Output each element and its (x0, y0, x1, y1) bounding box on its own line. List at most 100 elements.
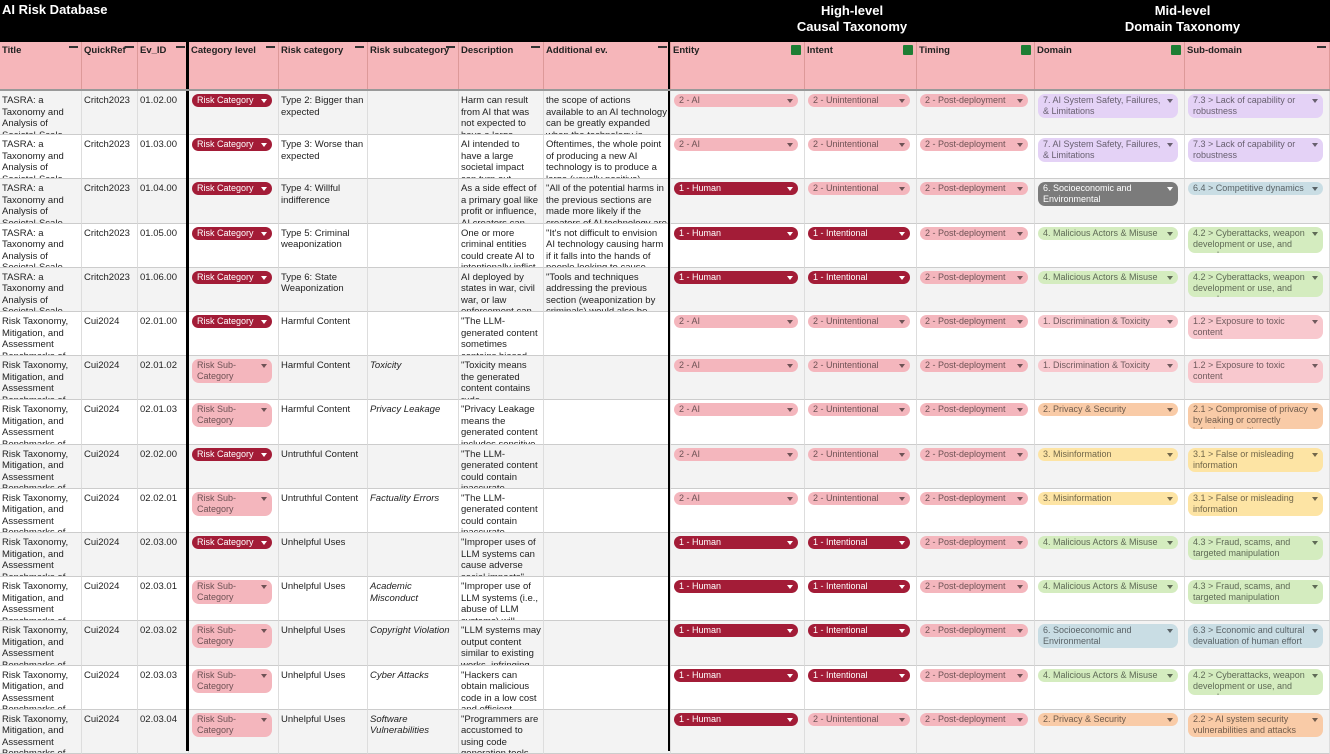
dropdown-chip[interactable]: Risk Sub-Category (192, 668, 272, 693)
dropdown-chip[interactable]: 2 - Unintentional (808, 403, 910, 417)
dropdown-chip[interactable]: 4.2 > Cyberattacks, weapon development o… (1188, 270, 1323, 297)
dropdown-chip[interactable]: 7.3 > Lack of capability or robustness (1188, 94, 1323, 118)
column-header[interactable]: Sub-domain (1185, 42, 1330, 89)
dropdown-chip[interactable]: 2 - Post-deployment (920, 94, 1028, 107)
column-header[interactable]: Entity (671, 42, 805, 89)
dropdown-chip[interactable]: 2 - AI (674, 403, 798, 417)
column-header[interactable]: Title (0, 42, 82, 89)
dropdown-chip[interactable]: 4. Malicious Actors & Misuse (1038, 270, 1178, 284)
dropdown-chip[interactable]: 3.1 > False or misleading information (1188, 447, 1323, 472)
dropdown-chip[interactable]: 2.2 > AI system security vulnerabilities… (1188, 712, 1323, 737)
filter-button[interactable] (1021, 45, 1031, 55)
column-header[interactable]: Risk subcategory (368, 42, 459, 89)
dropdown-chip[interactable]: 2 - Post-deployment (920, 712, 1028, 726)
dropdown-chip[interactable]: 2.1 > Compromise of privacy by leaking o… (1188, 403, 1323, 430)
dropdown-chip[interactable]: 1.2 > Exposure to toxic content (1188, 315, 1323, 339)
dropdown-chip[interactable]: 1 - Intentional (808, 226, 910, 240)
column-header[interactable]: Additional ev. (544, 42, 671, 89)
dropdown-chip[interactable]: 6. Socioeconomic and Environmental (1038, 624, 1178, 649)
dropdown-chip[interactable]: Risk Category (192, 94, 272, 107)
dropdown-chip[interactable]: 2 - Post-deployment (920, 491, 1028, 505)
dropdown-chip[interactable]: Risk Category (192, 270, 272, 284)
dropdown-chip[interactable]: Risk Sub-Category (192, 624, 272, 649)
filter-button[interactable] (531, 46, 540, 56)
dropdown-chip[interactable]: 1 - Human (674, 668, 798, 682)
column-header[interactable]: Risk category (279, 42, 368, 89)
filter-button[interactable] (903, 45, 913, 55)
filter-button[interactable] (791, 45, 801, 55)
column-header[interactable]: Category level (189, 42, 279, 89)
dropdown-chip[interactable]: 2 - AI (674, 138, 798, 152)
filter-button[interactable] (69, 46, 78, 56)
dropdown-chip[interactable]: 4.2 > Cyberattacks, weapon development o… (1188, 668, 1323, 695)
dropdown-chip[interactable]: 4. Malicious Actors & Misuse (1038, 580, 1178, 594)
dropdown-chip[interactable]: Risk Sub-Category (192, 712, 272, 737)
dropdown-chip[interactable]: 2 - Unintentional (808, 94, 910, 107)
dropdown-chip[interactable]: 2 - Unintentional (808, 447, 910, 461)
dropdown-chip[interactable]: 2 - AI (674, 491, 798, 505)
column-header[interactable]: Description (459, 42, 544, 89)
dropdown-chip[interactable]: 4. Malicious Actors & Misuse (1038, 668, 1178, 682)
dropdown-chip[interactable]: 1 - Intentional (808, 270, 910, 284)
column-header[interactable]: Intent (805, 42, 917, 89)
dropdown-chip[interactable]: 2 - AI (674, 94, 798, 107)
dropdown-chip[interactable]: 2 - Unintentional (808, 182, 910, 196)
dropdown-chip[interactable]: 7.3 > Lack of capability or robustness (1188, 138, 1323, 163)
dropdown-chip[interactable]: Risk Category (192, 182, 272, 196)
dropdown-chip[interactable]: 1.2 > Exposure to toxic content (1188, 359, 1323, 384)
column-header[interactable]: Ev_ID (138, 42, 189, 89)
dropdown-chip[interactable]: 4.3 > Fraud, scams, and targeted manipul… (1188, 580, 1323, 605)
dropdown-chip[interactable]: 2 - AI (674, 447, 798, 461)
dropdown-chip[interactable]: 2 - AI (674, 315, 798, 328)
dropdown-chip[interactable]: 1 - Human (674, 182, 798, 196)
filter-button[interactable] (355, 46, 364, 56)
dropdown-chip[interactable]: 2 - Post-deployment (920, 624, 1028, 638)
dropdown-chip[interactable]: 4. Malicious Actors & Misuse (1038, 226, 1178, 240)
dropdown-chip[interactable]: 6.4 > Competitive dynamics (1188, 182, 1323, 196)
dropdown-chip[interactable]: 2 - Post-deployment (920, 580, 1028, 594)
dropdown-chip[interactable]: 2 - Post-deployment (920, 226, 1028, 240)
dropdown-chip[interactable]: 1 - Intentional (808, 624, 910, 638)
dropdown-chip[interactable]: 1 - Human (674, 712, 798, 726)
dropdown-chip[interactable]: Risk Category (192, 447, 272, 461)
dropdown-chip[interactable]: 1 - Human (674, 624, 798, 638)
dropdown-chip[interactable]: 1 - Human (674, 580, 798, 594)
filter-button[interactable] (1317, 46, 1326, 56)
dropdown-chip[interactable]: 2 - Post-deployment (920, 668, 1028, 682)
filter-button[interactable] (266, 46, 275, 56)
dropdown-chip[interactable]: Risk Category (192, 226, 272, 240)
dropdown-chip[interactable]: Risk Sub-Category (192, 580, 272, 605)
dropdown-chip[interactable]: Risk Sub-Category (192, 491, 272, 516)
dropdown-chip[interactable]: 1 - Human (674, 536, 798, 549)
dropdown-chip[interactable]: 1. Discrimination & Toxicity (1038, 315, 1178, 328)
dropdown-chip[interactable]: 1 - Intentional (808, 668, 910, 682)
dropdown-chip[interactable]: 4. Malicious Actors & Misuse (1038, 536, 1178, 549)
dropdown-chip[interactable]: 2 - Unintentional (808, 491, 910, 505)
dropdown-chip[interactable]: 4.3 > Fraud, scams, and targeted manipul… (1188, 536, 1323, 560)
filter-button[interactable] (176, 46, 185, 56)
filter-button[interactable] (446, 46, 455, 56)
dropdown-chip[interactable]: 4.2 > Cyberattacks, weapon development o… (1188, 226, 1323, 253)
dropdown-chip[interactable]: 2. Privacy & Security (1038, 712, 1178, 726)
dropdown-chip[interactable]: 3.1 > False or misleading information (1188, 491, 1323, 516)
dropdown-chip[interactable]: 2 - Post-deployment (920, 182, 1028, 196)
filter-button[interactable] (658, 46, 667, 56)
dropdown-chip[interactable]: 2. Privacy & Security (1038, 403, 1178, 417)
dropdown-chip[interactable]: 1. Discrimination & Toxicity (1038, 359, 1178, 373)
dropdown-chip[interactable]: 3. Misinformation (1038, 447, 1178, 461)
filter-button[interactable] (1171, 45, 1181, 55)
column-header[interactable]: QuickRef (82, 42, 138, 89)
dropdown-chip[interactable]: 2 - Post-deployment (920, 447, 1028, 461)
dropdown-chip[interactable]: 6.3 > Economic and cultural devaluation … (1188, 624, 1323, 649)
column-header[interactable]: Timing (917, 42, 1035, 89)
dropdown-chip[interactable]: 2 - Post-deployment (920, 403, 1028, 417)
filter-button[interactable] (125, 46, 134, 56)
dropdown-chip[interactable]: Risk Category (192, 138, 272, 152)
dropdown-chip[interactable]: 2 - Post-deployment (920, 270, 1028, 284)
dropdown-chip[interactable]: 1 - Human (674, 226, 798, 240)
dropdown-chip[interactable]: Risk Category (192, 315, 272, 328)
dropdown-chip[interactable]: 2 - Post-deployment (920, 315, 1028, 328)
dropdown-chip[interactable]: Risk Sub-Category (192, 403, 272, 428)
dropdown-chip[interactable]: 2 - Unintentional (808, 712, 910, 726)
dropdown-chip[interactable]: 1 - Intentional (808, 580, 910, 594)
